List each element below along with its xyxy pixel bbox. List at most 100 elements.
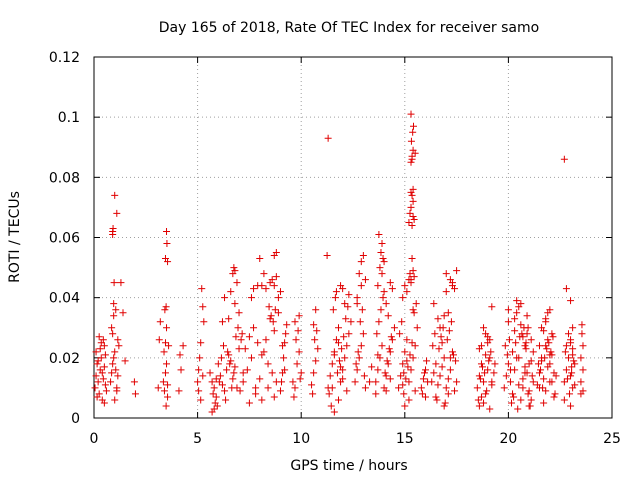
- data-point: [453, 378, 461, 386]
- data-point: [231, 300, 239, 308]
- data-point: [440, 402, 448, 410]
- data-point: [430, 300, 438, 308]
- data-point: [517, 321, 525, 329]
- data-point: [99, 375, 107, 383]
- data-point: [475, 345, 483, 353]
- data-point: [353, 294, 361, 302]
- data-point: [475, 372, 483, 380]
- data-point: [96, 345, 104, 353]
- data-point: [220, 342, 227, 350]
- data-point: [535, 342, 543, 350]
- data-point: [379, 294, 387, 302]
- data-point: [538, 354, 546, 362]
- data-point: [488, 378, 496, 386]
- data-point: [519, 384, 527, 392]
- data-point: [344, 303, 352, 311]
- data-point: [108, 369, 116, 377]
- data-point: [100, 342, 108, 350]
- data-point: [329, 306, 337, 314]
- data-point: [366, 378, 374, 386]
- data-point: [323, 252, 331, 260]
- x-tick-label: 25: [603, 431, 621, 447]
- data-point: [330, 408, 338, 416]
- data-point: [568, 363, 576, 371]
- data-point: [237, 336, 245, 344]
- data-point: [234, 324, 242, 332]
- data-point: [409, 267, 417, 275]
- data-point: [577, 354, 585, 362]
- data-point: [351, 378, 359, 386]
- data-point: [409, 306, 417, 314]
- data-point: [409, 197, 417, 205]
- data-point: [223, 366, 231, 374]
- data-point: [110, 279, 118, 287]
- data-point: [258, 396, 266, 404]
- data-point: [386, 279, 394, 287]
- data-point: [406, 270, 414, 278]
- y-tick-label: 0.06: [49, 231, 80, 247]
- data-point: [500, 384, 508, 392]
- data-point: [406, 351, 414, 359]
- data-point: [513, 297, 521, 305]
- data-point: [408, 221, 416, 229]
- data-point: [356, 318, 364, 326]
- data-point: [486, 405, 494, 413]
- data-point: [245, 399, 253, 407]
- data-point: [550, 369, 558, 377]
- data-point: [328, 360, 336, 368]
- data-point: [438, 339, 446, 347]
- data-point: [525, 402, 533, 410]
- y-tick-label: 0.04: [49, 291, 80, 307]
- data-point: [396, 330, 404, 338]
- data-point: [560, 396, 568, 404]
- data-point: [411, 387, 419, 395]
- data-point: [200, 318, 208, 326]
- data-point: [243, 366, 251, 374]
- data-point: [342, 315, 350, 323]
- data-point: [546, 378, 554, 386]
- data-point: [279, 369, 287, 377]
- data-point: [403, 336, 411, 344]
- data-point: [444, 309, 452, 317]
- data-point: [433, 396, 441, 404]
- data-point: [227, 357, 235, 365]
- data-point: [578, 321, 586, 329]
- data-point: [112, 306, 120, 314]
- data-point: [386, 375, 394, 383]
- data-point: [408, 155, 416, 163]
- data-point: [449, 351, 457, 359]
- data-point: [108, 324, 116, 332]
- data-point: [113, 387, 121, 395]
- data-point: [409, 212, 417, 220]
- data-point: [331, 294, 339, 302]
- data-point: [330, 351, 338, 359]
- data-point: [297, 369, 305, 377]
- y-tick-label: 0: [71, 411, 80, 427]
- data-point: [434, 315, 442, 323]
- data-point: [361, 276, 369, 284]
- data-point: [436, 372, 444, 380]
- data-point: [560, 378, 568, 386]
- data-point: [250, 324, 258, 332]
- data-point: [295, 348, 303, 356]
- axis-ticks: [93, 56, 613, 419]
- data-point: [247, 294, 255, 302]
- data-point: [441, 399, 449, 407]
- data-point: [374, 351, 382, 359]
- data-point: [442, 384, 450, 392]
- data-point: [160, 387, 168, 395]
- data-point: [375, 318, 383, 326]
- data-point: [272, 249, 280, 257]
- data-point: [407, 276, 415, 284]
- data-point: [308, 381, 316, 389]
- data-points: [91, 110, 587, 416]
- data-point: [388, 285, 396, 293]
- data-point: [528, 372, 536, 380]
- data-point: [476, 375, 484, 383]
- data-point: [407, 137, 415, 145]
- x-tick-label: 10: [292, 431, 310, 447]
- data-point: [262, 336, 270, 344]
- x-tick-labels: 0 5 10 15 20 25: [90, 431, 621, 447]
- data-point: [357, 282, 365, 290]
- data-point: [561, 348, 569, 356]
